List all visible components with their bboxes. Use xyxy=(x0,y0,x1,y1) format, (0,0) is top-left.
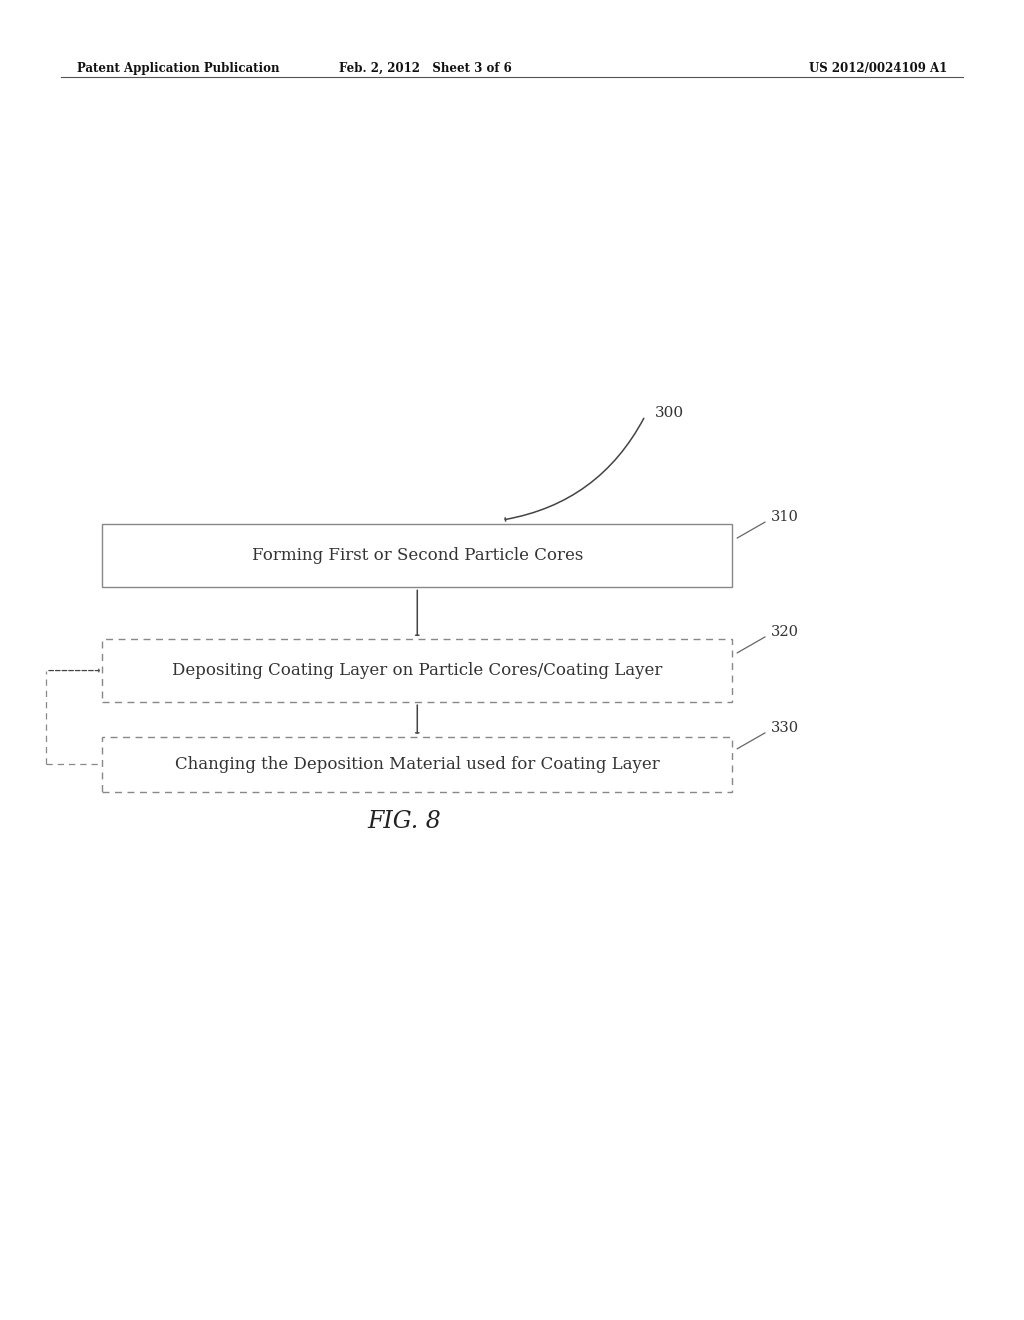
Text: Feb. 2, 2012   Sheet 3 of 6: Feb. 2, 2012 Sheet 3 of 6 xyxy=(339,62,511,75)
Text: Patent Application Publication: Patent Application Publication xyxy=(77,62,280,75)
FancyBboxPatch shape xyxy=(102,524,732,587)
Text: Depositing Coating Layer on Particle Cores/Coating Layer: Depositing Coating Layer on Particle Cor… xyxy=(172,663,663,678)
Text: 330: 330 xyxy=(771,721,799,735)
Text: 320: 320 xyxy=(771,624,799,639)
Text: Changing the Deposition Material used for Coating Layer: Changing the Deposition Material used fo… xyxy=(175,756,659,772)
Text: US 2012/0024109 A1: US 2012/0024109 A1 xyxy=(809,62,947,75)
Text: FIG. 8: FIG. 8 xyxy=(368,809,441,833)
Text: 300: 300 xyxy=(655,405,684,420)
Text: Forming First or Second Particle Cores: Forming First or Second Particle Cores xyxy=(252,548,583,564)
FancyBboxPatch shape xyxy=(102,639,732,702)
Text: 310: 310 xyxy=(771,510,799,524)
FancyBboxPatch shape xyxy=(102,737,732,792)
